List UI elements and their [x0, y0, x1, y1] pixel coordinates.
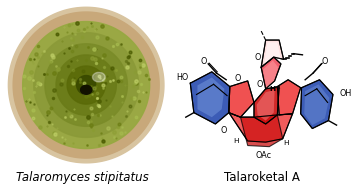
Polygon shape	[190, 72, 230, 124]
Polygon shape	[264, 42, 281, 66]
Polygon shape	[13, 12, 159, 158]
Polygon shape	[23, 22, 150, 149]
Text: O: O	[256, 80, 262, 89]
Polygon shape	[304, 84, 330, 125]
Polygon shape	[254, 87, 279, 124]
Polygon shape	[277, 80, 301, 115]
Text: Talaromyces stipitatus: Talaromyces stipitatus	[16, 171, 149, 184]
Text: O: O	[322, 57, 328, 66]
Text: O: O	[201, 57, 207, 66]
Polygon shape	[241, 115, 283, 147]
Polygon shape	[56, 55, 116, 115]
Polygon shape	[301, 80, 333, 129]
Text: OH: OH	[339, 89, 351, 98]
Text: H: H	[269, 86, 275, 92]
Text: O: O	[235, 74, 241, 83]
Polygon shape	[34, 33, 139, 137]
Polygon shape	[263, 60, 278, 89]
Text: O: O	[255, 53, 261, 62]
Polygon shape	[76, 76, 96, 94]
Polygon shape	[81, 85, 92, 94]
Text: +: +	[276, 86, 280, 91]
Text: Talaroketal A: Talaroketal A	[224, 171, 300, 184]
Polygon shape	[229, 113, 293, 142]
Polygon shape	[229, 81, 254, 117]
Text: HO: HO	[176, 73, 188, 82]
Polygon shape	[197, 77, 224, 117]
Text: O: O	[220, 126, 227, 135]
Polygon shape	[257, 90, 275, 121]
Text: H: H	[233, 138, 239, 144]
Text: OAc: OAc	[256, 151, 272, 160]
Polygon shape	[261, 57, 281, 89]
Polygon shape	[261, 40, 284, 67]
Polygon shape	[93, 72, 105, 82]
Text: H: H	[284, 140, 289, 146]
Polygon shape	[67, 66, 105, 104]
Polygon shape	[45, 44, 127, 126]
Polygon shape	[8, 7, 164, 163]
